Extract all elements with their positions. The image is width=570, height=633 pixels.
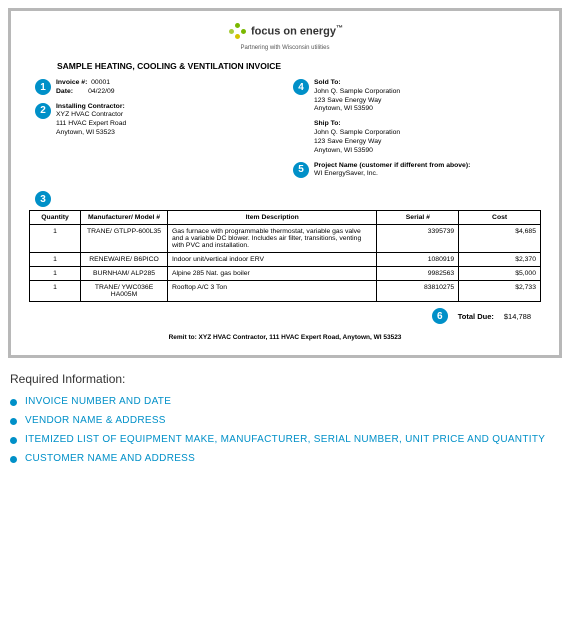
- legend-text: ITEMIZED LIST OF EQUIPMENT MAKE, MANUFAC…: [25, 434, 545, 445]
- legend: Required Information: INVOICE NUMBER AND…: [10, 372, 560, 464]
- table-callout: 3: [35, 191, 541, 207]
- table-row: 1 TRANE/ YWC036E HA005M Rooftop A/C 3 To…: [30, 281, 541, 302]
- callout-2: 2: [35, 103, 51, 119]
- soldto-block: 4 Sold To: John Q. Sample Corporation 12…: [293, 79, 541, 114]
- installer-block: 2 Installing Contractor: XYZ HVAC Contra…: [35, 103, 283, 138]
- legend-item: ITEMIZED LIST OF EQUIPMENT MAKE, MANUFAC…: [10, 434, 560, 445]
- callout-5: 5: [293, 162, 309, 178]
- project-block: 5 Project Name (customer if different fr…: [293, 162, 541, 180]
- logo-text: focus on energy™: [251, 25, 343, 38]
- logo: focus on energy™ Partnering with Wiscons…: [29, 21, 541, 51]
- bullet-icon: [10, 399, 17, 406]
- total-value: $14,788: [504, 312, 531, 321]
- legend-text: INVOICE NUMBER AND DATE: [25, 396, 171, 407]
- invoice-frame: focus on energy™ Partnering with Wiscons…: [8, 8, 562, 358]
- items-table: Quantity Manufacturer/ Model # Item Desc…: [29, 210, 541, 302]
- info-columns: 1 Invoice #: 00001 Date: 04/22/09 2 Inst…: [35, 79, 541, 185]
- logo-dots-icon: [227, 21, 247, 41]
- legend-text: VENDOR NAME & ADDRESS: [25, 415, 166, 426]
- callout-3: 3: [35, 191, 51, 207]
- legend-text: CUSTOMER NAME AND ADDRESS: [25, 453, 195, 464]
- table-row: 1 BURNHAM/ ALP285 Alpine 285 Nat. gas bo…: [30, 267, 541, 281]
- callout-4: 4: [293, 79, 309, 95]
- bullet-icon: [10, 437, 17, 444]
- callout-6: 6: [432, 308, 448, 324]
- total-label: Total Due:: [458, 312, 494, 321]
- shipto-block: Ship To: John Q. Sample Corporation 123 …: [293, 120, 541, 155]
- bullet-icon: [10, 456, 17, 463]
- bullet-icon: [10, 418, 17, 425]
- table-header-row: Quantity Manufacturer/ Model # Item Desc…: [30, 211, 541, 225]
- legend-title: Required Information:: [10, 372, 560, 386]
- table-row: 1 RENEWAIRE/ B6PICO Indoor unit/vertical…: [30, 253, 541, 267]
- invoice-block: 1 Invoice #: 00001 Date: 04/22/09: [35, 79, 283, 97]
- legend-item: INVOICE NUMBER AND DATE: [10, 396, 560, 407]
- remit-text: Remit to: XYZ HVAC Contractor, 111 HVAC …: [29, 334, 541, 341]
- page-title: SAMPLE HEATING, COOLING & VENTILATION IN…: [57, 61, 541, 71]
- callout-1: 1: [35, 79, 51, 95]
- logo-subtext: Partnering with Wisconsin utilities: [29, 45, 541, 51]
- legend-item: VENDOR NAME & ADDRESS: [10, 415, 560, 426]
- legend-item: CUSTOMER NAME AND ADDRESS: [10, 453, 560, 464]
- table-row: 1 TRANE/ GTLPP-600L35 Gas furnace with p…: [30, 225, 541, 253]
- total-row: 6 Total Due: $14,788: [29, 308, 531, 324]
